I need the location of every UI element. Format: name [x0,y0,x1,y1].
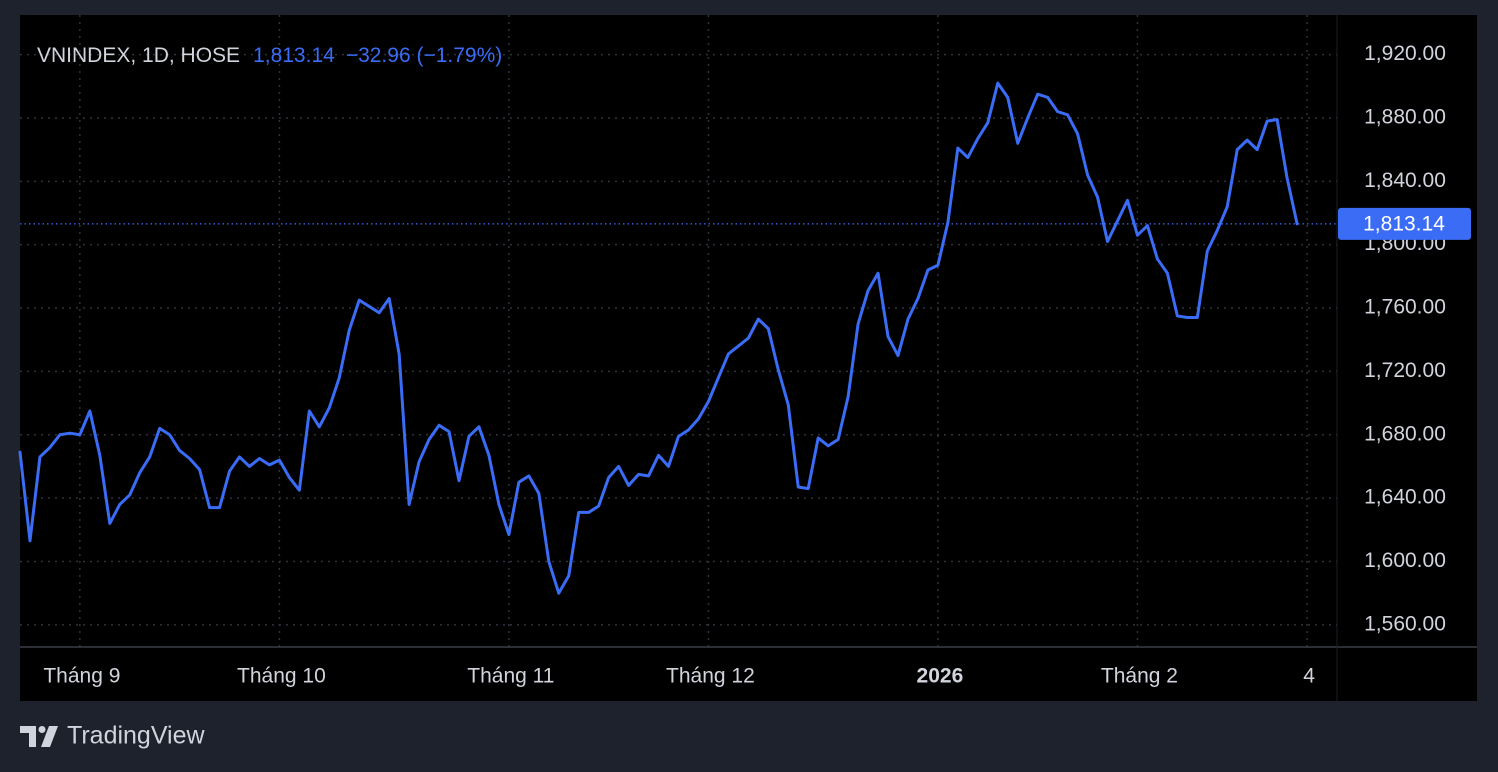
last-price-label: 1,813.14 [1363,212,1445,235]
y-tick-label: 1,760.00 [1364,296,1446,319]
change: −32.96 (−1.79%) [346,44,502,67]
symbol: VNINDEX, 1D, HOSE [37,44,240,67]
header: VNINDEX, 1D, HOSE 1,813.14 −32.96 (−1.79%) [37,44,502,67]
price: 1,813.14 [253,44,335,67]
logo-mark [41,726,58,747]
price-line [18,81,1299,595]
x-tick-label: Tháng 10 [237,665,326,688]
y-tick-label: 1,880.00 [1364,106,1446,129]
y-tick-label: 1,640.00 [1364,486,1446,509]
axes: 1,560.00 1,600.00 1,640.00 1,680.00 1,720.00… [43,42,1471,688]
x-tick-label: Tháng 12 [666,665,755,688]
plot [18,81,1337,595]
x-tick-label: 2026 [917,665,964,688]
y-tick-label: 1,720.00 [1364,359,1446,382]
logo-dot [38,726,46,733]
tradingview-logo: TradingView [20,722,206,750]
logo-mark [20,726,36,747]
chart-panel [20,15,1477,701]
brand-name: TradingView [67,722,206,750]
y-tick-label: 1,840.00 [1364,169,1446,192]
last-price-tag [1338,207,1471,240]
x-tick-label: Tháng 9 [43,665,120,688]
y-tick-label: 1,680.00 [1364,422,1446,445]
y-tick-label: 1,920.00 [1364,42,1446,65]
y-tick-label: 1,560.00 [1364,612,1446,635]
x-tick-label: 4 [1303,665,1315,688]
x-tick-label: Tháng 2 [1101,665,1178,688]
y-tick-label: 1,600.00 [1364,549,1446,572]
x-tick-label: Tháng 11 [467,665,554,688]
